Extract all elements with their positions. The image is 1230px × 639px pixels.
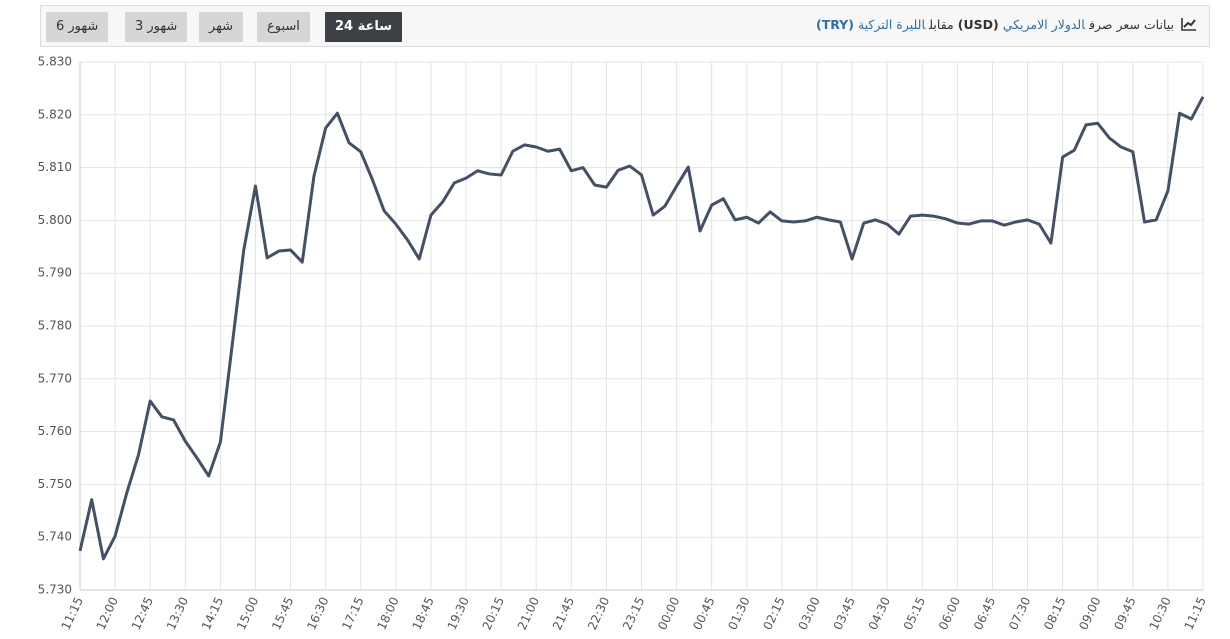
x-tick-label: 02:15	[760, 595, 787, 632]
title-text: الليرة التركية	[857, 17, 926, 32]
x-tick-label: 13:30	[164, 595, 191, 632]
chart-icon	[1181, 18, 1196, 31]
x-tick-label: 19:30	[445, 595, 472, 632]
x-tick-label: 17:15	[339, 595, 366, 632]
x-tick-label: 21:45	[550, 595, 577, 632]
x-tick-label: 10:30	[1146, 595, 1173, 632]
chart-title: بيانات سعر صرفالدولار الامريكي(USD)مقابل…	[812, 17, 1197, 32]
x-tick-label: 15:45	[269, 595, 296, 632]
title-text: الدولار الامريكي	[1002, 17, 1086, 32]
title-text: مقابل	[929, 17, 954, 32]
x-tick-label: 11:15	[1182, 595, 1209, 632]
x-tick-label: 09:45	[1111, 595, 1138, 632]
x-tick-label: 00:45	[690, 595, 717, 632]
x-tick-label: 15:00	[234, 595, 261, 632]
range-button[interactable]: 3 شهور	[125, 12, 188, 42]
y-tick-label: 5.730	[38, 583, 72, 597]
y-tick-label: 5.810	[38, 160, 72, 174]
x-tick-label: 04:30	[866, 595, 893, 632]
x-tick-label: 23:15	[620, 595, 647, 632]
x-tick-label: 03:00	[796, 595, 823, 632]
x-tick-label: 12:00	[94, 595, 121, 632]
y-tick-label: 5.790	[38, 266, 72, 280]
range-button[interactable]: اسبوع	[257, 12, 310, 42]
title-text: (USD)	[957, 17, 999, 32]
title-text: بيانات سعر صرف	[1089, 17, 1175, 32]
y-tick-label: 5.750	[38, 477, 72, 491]
x-tick-label: 14:15	[199, 595, 226, 632]
price-line	[78, 96, 1205, 561]
x-tick-label: 18:45	[410, 595, 437, 632]
x-tick-label: 06:45	[971, 595, 998, 632]
x-tick-label: 18:00	[374, 595, 401, 632]
y-tick-label: 5.740	[38, 530, 72, 544]
x-tick-label: 06:00	[936, 595, 963, 632]
x-tick-label: 01:30	[725, 595, 752, 632]
y-tick-label: 5.830	[38, 55, 72, 69]
x-tick-label: 12:45	[129, 595, 156, 632]
range-button[interactable]: شهر	[199, 12, 244, 42]
y-tick-label: 5.820	[38, 107, 72, 121]
x-tick-label: 07:30	[1006, 595, 1033, 632]
x-tick-label: 00:00	[655, 595, 682, 632]
x-tick-label: 03:45	[831, 595, 858, 632]
x-tick-label: 16:30	[304, 595, 331, 632]
title-text: (TRY)	[815, 17, 854, 32]
y-tick-label: 5.770	[38, 371, 72, 385]
x-tick-label: 08:15	[1041, 595, 1068, 632]
header-bar: 6 شهور 3 شهور شهر اسبوع 24 ساعة بيانات س…	[40, 5, 1210, 47]
x-tick-label: 20:15	[480, 595, 507, 632]
x-tick-label: 09:00	[1076, 595, 1103, 632]
range-button[interactable]: 24 ساعة	[325, 12, 403, 42]
y-tick-label: 5.760	[38, 424, 72, 438]
x-tick-label: 05:15	[901, 595, 928, 632]
x-tick-label: 22:30	[585, 595, 612, 632]
range-button[interactable]: 6 شهور	[46, 12, 109, 42]
x-tick-label: 11:15	[59, 595, 86, 632]
y-tick-label: 5.780	[38, 319, 72, 333]
y-tick-label: 5.800	[38, 213, 72, 227]
x-tick-label: 21:00	[515, 595, 542, 632]
